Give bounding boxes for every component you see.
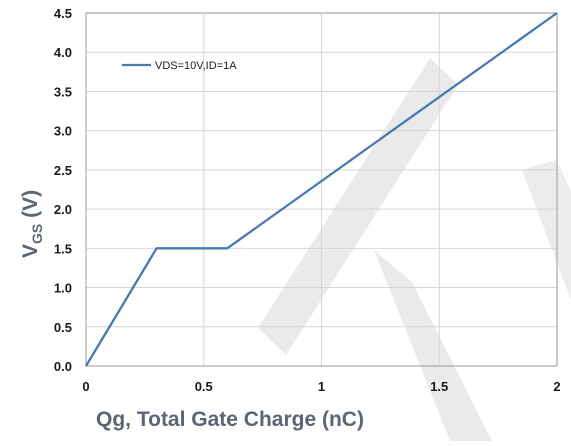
x-tick-label: 1.5 xyxy=(430,379,448,394)
x-tick-label: 2 xyxy=(553,379,560,394)
y-tick-label: 1.0 xyxy=(54,281,72,296)
x-tick-label: 0 xyxy=(82,379,89,394)
y-tick-label: 1.5 xyxy=(54,241,72,256)
y-tick-label: 4.5 xyxy=(54,6,72,21)
plot-frame xyxy=(85,12,558,367)
series-layer xyxy=(85,12,558,367)
y-tick-label: 3.5 xyxy=(54,84,72,99)
watermark xyxy=(258,58,571,441)
tick-labels: 0.0 0.5 1.0 1.5 2.0 2.5 3.0 3.5 4.0 4.5 0 0.5 1 1.5 2 xyxy=(54,6,561,394)
y-tick-label: 2.5 xyxy=(54,163,72,178)
series-line xyxy=(85,12,558,367)
y-axis-title-unit: (V) xyxy=(19,190,42,224)
y-tick-label: 3.0 xyxy=(54,124,72,139)
x-axis-title: Qg, Total Gate Charge (nC) xyxy=(96,408,364,431)
y-tick-label: 0.0 xyxy=(54,359,72,374)
y-axis-title-subscript: GS xyxy=(29,224,45,244)
watermark-stroke xyxy=(522,160,571,300)
y-axis-title: VGS (V) xyxy=(19,190,45,258)
plot-area-border xyxy=(85,12,558,367)
legend: VDS=10V,ID=1A xyxy=(122,60,237,72)
y-tick-label: 2.0 xyxy=(54,202,72,217)
y-axis-title-main: V xyxy=(19,244,42,258)
y-tick-label: 0.5 xyxy=(54,320,72,335)
y-tick-label: 4.0 xyxy=(54,45,72,60)
watermark-stroke xyxy=(258,58,458,355)
x-tick-label: 0.5 xyxy=(195,379,213,394)
legend-label: VDS=10V,ID=1A xyxy=(155,60,237,72)
x-tick-label: 1 xyxy=(318,379,325,394)
watermark-stroke xyxy=(374,250,492,441)
